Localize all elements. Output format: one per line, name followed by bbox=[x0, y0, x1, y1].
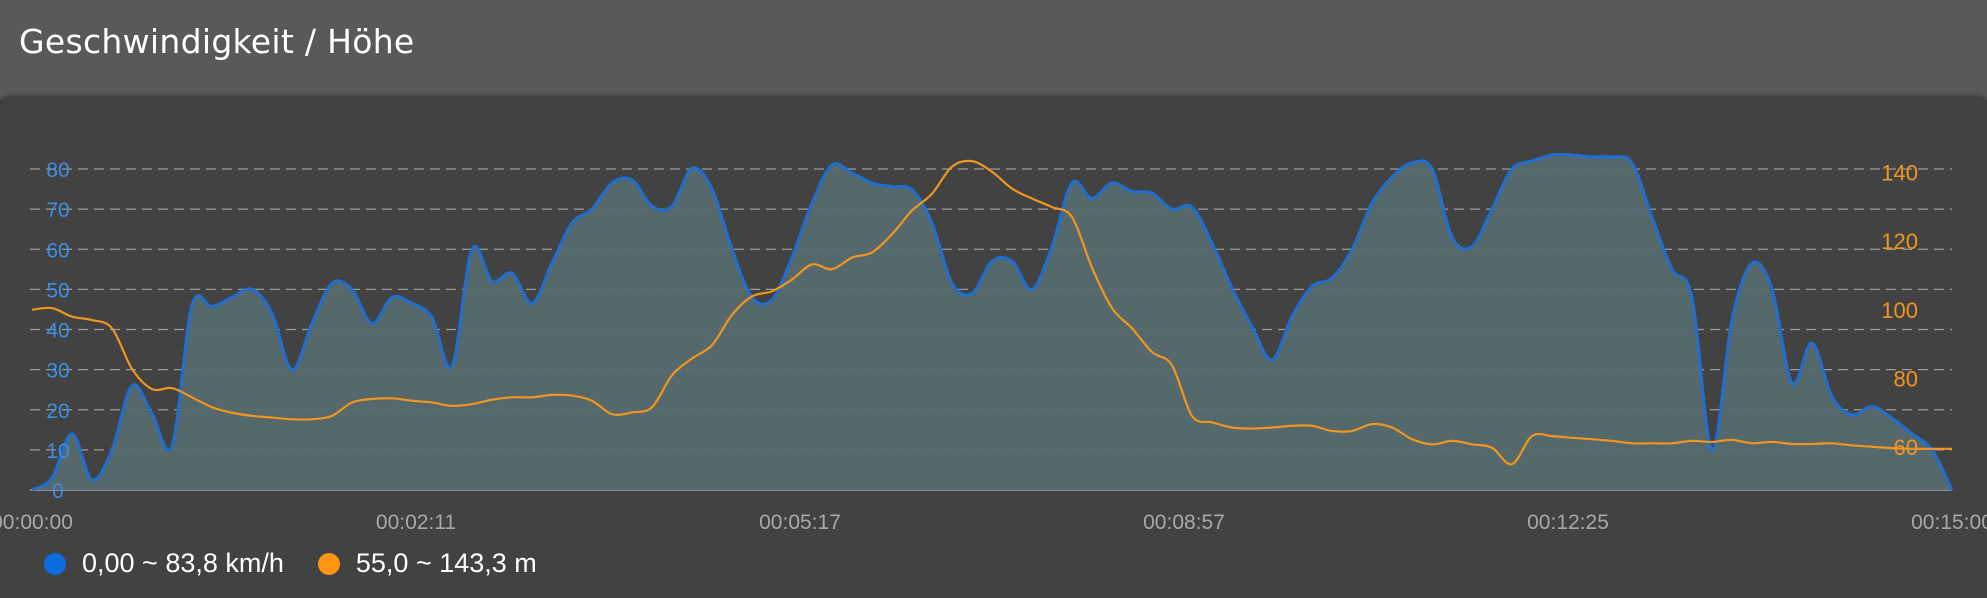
x-axis-labels: 00:00:00 00:02:11 00:05:17 00:08:57 00:12:25… bbox=[0, 511, 1987, 534]
legend-label-speed: 0,00 ~ 83,8 km/h bbox=[82, 548, 284, 578]
elevation-line bbox=[31, 159, 1952, 466]
speed-area bbox=[32, 154, 1952, 490]
right-axis-tick-label: 80 bbox=[1894, 366, 1918, 391]
left-axis-tick-label: 60 bbox=[46, 239, 69, 262]
right-axis-tick-label: 140 bbox=[1881, 160, 1918, 185]
series-lines bbox=[31, 152, 1954, 492]
left-axis-tick-label: 50 bbox=[46, 279, 69, 302]
speed-area-fill bbox=[32, 154, 1952, 490]
left-axis-tick-label: 80 bbox=[46, 159, 69, 182]
left-axis-tick-label: 10 bbox=[46, 440, 69, 463]
right-axis-tick-label: 60 bbox=[1894, 435, 1918, 460]
chart-header: Geschwindigkeit / Höhe bbox=[0, 0, 1987, 100]
left-axis-tick-label: 20 bbox=[46, 400, 69, 423]
left-axis-labels: 0 10 20 30 40 50 60 70 80 bbox=[46, 159, 69, 503]
legend-item-elevation[interactable]: 55,0 ~ 143,3 m bbox=[317, 548, 537, 579]
x-axis-tick-label: 00:00:00 bbox=[0, 511, 73, 534]
right-axis-tick-label: 120 bbox=[1881, 229, 1918, 254]
legend: 0,00 ~ 83,8 km/h 55,0 ~ 143,3 m bbox=[44, 548, 571, 579]
left-axis-tick-label: 30 bbox=[46, 360, 69, 383]
x-axis-tick-label: 00:05:17 bbox=[759, 511, 841, 534]
left-axis-tick-label: 0 bbox=[52, 480, 64, 503]
left-axis-tick-label: 70 bbox=[46, 199, 69, 222]
legend-item-speed[interactable]: 0,00 ~ 83,8 km/h bbox=[44, 548, 284, 579]
x-axis-tick-label: 00:08:57 bbox=[1143, 511, 1225, 534]
x-axis-tick-label: 00:12:25 bbox=[1527, 511, 1609, 534]
speed-line bbox=[31, 152, 1954, 492]
legend-label-elevation: 55,0 ~ 143,3 m bbox=[355, 548, 537, 578]
right-axis-tick-label: 100 bbox=[1881, 298, 1918, 323]
right-axis-labels: 60 80 100 120 140 bbox=[1881, 160, 1918, 460]
chart-title: Geschwindigkeit / Höhe bbox=[19, 22, 415, 61]
left-axis-tick-label: 40 bbox=[46, 320, 69, 343]
legend-dot-icon bbox=[317, 552, 340, 575]
x-axis-tick-label: 00:15:00 bbox=[1911, 511, 1987, 534]
legend-dot-icon bbox=[44, 552, 66, 575]
x-axis-tick-label: 00:02:11 bbox=[376, 511, 456, 534]
